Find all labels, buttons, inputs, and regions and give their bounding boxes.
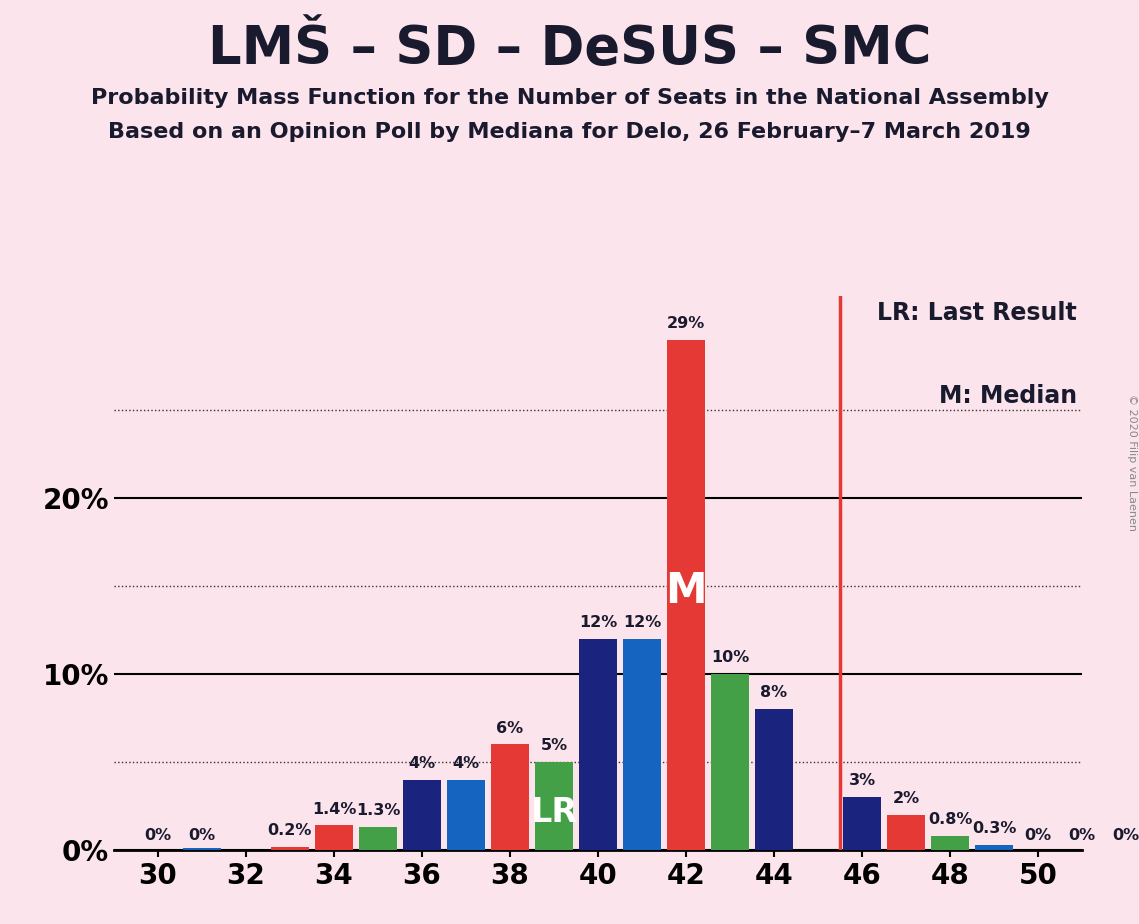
Bar [755,710,793,850]
Bar [491,745,528,850]
Text: 0%: 0% [188,828,215,843]
Text: 29%: 29% [666,316,705,331]
Text: 12%: 12% [623,615,661,630]
Text: 0%: 0% [1068,828,1096,843]
Text: 0%: 0% [145,828,172,843]
Text: 0.8%: 0.8% [928,812,973,827]
Text: 10%: 10% [711,650,749,665]
Bar [271,846,309,850]
Text: M: M [665,570,706,613]
Bar [359,827,396,850]
Text: 1.3%: 1.3% [355,803,400,819]
Bar [711,675,748,850]
Bar [316,825,353,850]
Bar [932,836,969,850]
Bar [623,638,661,850]
Bar [448,780,485,850]
Text: 3%: 3% [849,773,876,788]
Text: 4%: 4% [409,756,435,771]
Bar [183,848,221,850]
Text: M: Median: M: Median [939,384,1077,408]
Text: 12%: 12% [579,615,617,630]
Bar [887,815,925,850]
Text: 0%: 0% [1113,828,1139,843]
Text: © 2020 Filip van Laenen: © 2020 Filip van Laenen [1126,394,1137,530]
Bar [843,797,880,850]
Text: 8%: 8% [761,686,787,700]
Text: LMŠ – SD – DeSUS – SMC: LMŠ – SD – DeSUS – SMC [207,23,932,75]
Text: 5%: 5% [540,738,567,753]
Bar [667,340,705,850]
Text: 4%: 4% [452,756,480,771]
Text: 6%: 6% [497,721,524,736]
Bar [975,845,1013,850]
Text: 0.3%: 0.3% [972,821,1016,836]
Text: 0.2%: 0.2% [268,822,312,838]
Bar [403,780,441,850]
Text: Based on an Opinion Poll by Mediana for Delo, 26 February–7 March 2019: Based on an Opinion Poll by Mediana for … [108,122,1031,142]
Text: 2%: 2% [893,791,919,806]
Text: 0%: 0% [1024,828,1051,843]
Text: LR: LR [531,796,577,829]
Bar [580,638,616,850]
Text: LR: Last Result: LR: Last Result [877,301,1077,325]
Text: 1.4%: 1.4% [312,802,357,817]
Bar [535,762,573,850]
Text: Probability Mass Function for the Number of Seats in the National Assembly: Probability Mass Function for the Number… [91,88,1048,108]
